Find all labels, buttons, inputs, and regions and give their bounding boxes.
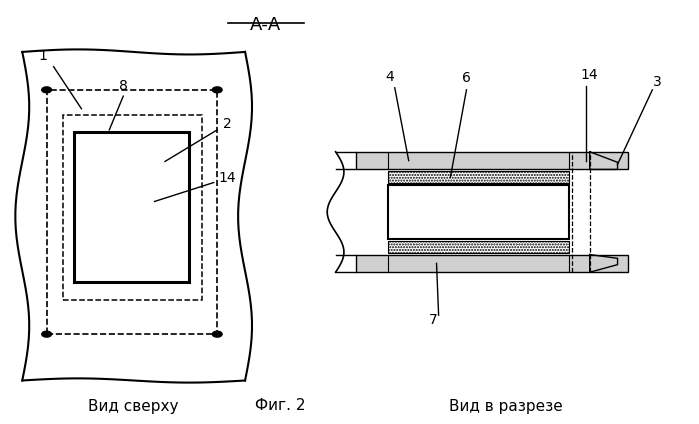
Text: Вид сверху: Вид сверху bbox=[88, 399, 179, 414]
Bar bbox=[75, 132, 189, 282]
Bar bbox=[388, 184, 569, 240]
Text: 14: 14 bbox=[581, 68, 598, 82]
Text: 2: 2 bbox=[223, 117, 231, 131]
Circle shape bbox=[212, 87, 222, 93]
Bar bbox=[63, 115, 202, 301]
Circle shape bbox=[42, 87, 52, 93]
Text: 14: 14 bbox=[219, 171, 236, 185]
Text: 3: 3 bbox=[653, 75, 662, 89]
Text: Вид в разрезе: Вид в разрезе bbox=[449, 399, 563, 414]
Bar bbox=[47, 90, 217, 334]
Text: 6: 6 bbox=[462, 71, 471, 85]
Circle shape bbox=[212, 331, 222, 337]
Bar bbox=[356, 152, 628, 170]
Bar bbox=[388, 241, 569, 253]
Text: А-А: А-А bbox=[250, 16, 282, 34]
Text: Фиг. 2: Фиг. 2 bbox=[254, 398, 305, 413]
Circle shape bbox=[42, 331, 52, 337]
Text: 1: 1 bbox=[38, 48, 48, 62]
Bar bbox=[388, 171, 569, 183]
Bar bbox=[356, 254, 628, 272]
Text: 4: 4 bbox=[386, 70, 394, 84]
Text: 8: 8 bbox=[119, 79, 128, 93]
Text: 7: 7 bbox=[428, 312, 438, 326]
